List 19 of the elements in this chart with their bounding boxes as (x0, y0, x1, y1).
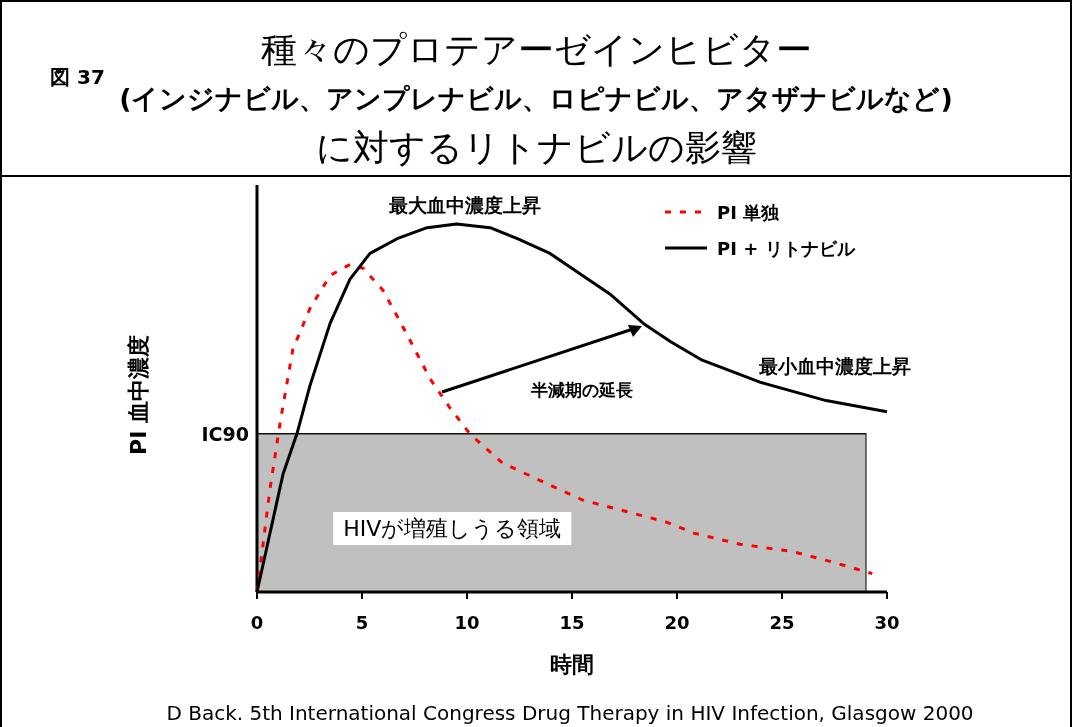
legend-label: PI 単独 (717, 202, 781, 223)
text: D Back. 5th International Congress Drug Therapy in HIV Infection, Glasgow 2000 (166, 701, 974, 725)
x-tick-label: 10 (454, 612, 480, 633)
x-tick-label: 30 (874, 612, 900, 633)
annotation: 半減期の延長 (530, 380, 633, 400)
x-tick-label: 15 (559, 612, 585, 633)
caption: 図 37 (50, 65, 105, 89)
x-tick-label: 5 (355, 612, 369, 633)
chart-title: 種々のプロテアーゼインヒビター (インジナビル、アンプレナビル、ロピナビル、アタザナビルなど) に対するリトナビルの影響 (119, 29, 953, 168)
band-label: HIVが増殖しうる領域 (343, 516, 562, 541)
x-tick-label: 25 (769, 612, 795, 633)
x-tick-label: 0 (250, 612, 264, 633)
x-axis-title: 時間 (550, 652, 594, 677)
annotation: 最大血中濃度上昇 (387, 194, 541, 216)
annotation: 最小血中濃度上昇 (758, 354, 911, 377)
y-axis-title: PI 血中濃度 (126, 335, 151, 455)
ref-line-label: IC90 (201, 422, 249, 445)
legend-label: PI + リトナビル (717, 238, 856, 259)
x-tick-label: 20 (664, 612, 690, 633)
